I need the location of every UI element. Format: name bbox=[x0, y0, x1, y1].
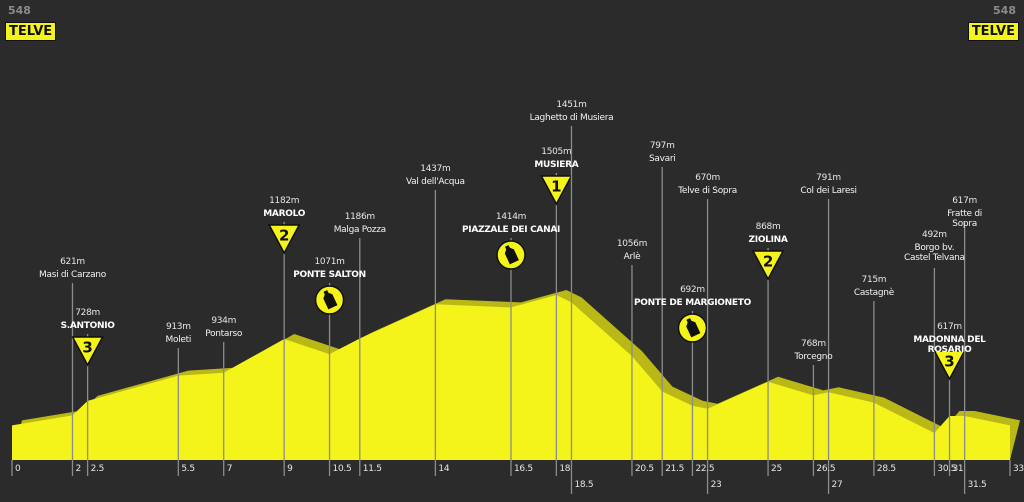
waypoint-altitude: 868m bbox=[755, 222, 781, 232]
climb-badge bbox=[933, 350, 966, 381]
x-tick-label: 18 bbox=[559, 464, 571, 474]
x-tick-label: 5.5 bbox=[181, 464, 195, 474]
waypoint-name: Val dell'Acqua bbox=[406, 177, 465, 187]
x-tick-label: 27 bbox=[831, 480, 843, 490]
feed-bottle bbox=[504, 245, 519, 265]
waypoint-name: S.ANTONIO bbox=[60, 321, 115, 331]
waypoint-name: Moleti bbox=[165, 335, 192, 345]
waypoint-altitude: 1414m bbox=[495, 212, 527, 222]
x-tick-label: 16.5 bbox=[514, 464, 533, 474]
waypoint-name: Castagnè bbox=[853, 288, 894, 298]
climb-badge bbox=[267, 224, 301, 255]
x-tick-label: 22.5 bbox=[695, 464, 715, 474]
waypoint-name: PIAZZALE DEI CANAI bbox=[461, 225, 561, 235]
climb-category: 1 bbox=[551, 178, 561, 196]
waypoint-name: ZIOLINA bbox=[748, 235, 788, 245]
climb-badge bbox=[71, 336, 104, 367]
x-tick-label: 2.5 bbox=[90, 464, 105, 474]
x-tick-label: 0 bbox=[15, 464, 21, 474]
finish-altitude: 548 bbox=[993, 4, 1016, 17]
waypoint-altitude: 913m bbox=[165, 322, 191, 332]
waypoint-altitude: 692m bbox=[680, 285, 705, 295]
climb-category: 2 bbox=[279, 227, 289, 245]
waypoint-name: Fratte di Sopra bbox=[947, 209, 982, 229]
waypoint-name: MADONNA DEL ROSARIO bbox=[913, 335, 986, 355]
x-tick-label: 11.5 bbox=[362, 464, 382, 474]
waypoint-altitude: 621m bbox=[60, 257, 85, 267]
waypoint-altitude: 1437m bbox=[420, 164, 451, 174]
x-tick-label: 2 bbox=[75, 464, 81, 474]
waypoint-name: Savari bbox=[648, 154, 676, 164]
waypoint-name: PONTE SALTON bbox=[293, 270, 366, 280]
waypoint-name: Arlè bbox=[623, 252, 641, 262]
waypoint-altitude: 1451m bbox=[556, 100, 587, 110]
waypoint-altitude: 934m bbox=[211, 316, 237, 326]
waypoint-altitude: 728m bbox=[75, 308, 100, 318]
feed-bottle bbox=[323, 290, 338, 310]
x-tick-label: 21.5 bbox=[665, 464, 685, 474]
waypoint-name: Torcegno bbox=[794, 352, 833, 362]
waypoint-name: Pontarso bbox=[205, 329, 243, 339]
finish-name: TELVE bbox=[967, 22, 1019, 41]
x-tick-label: 10.5 bbox=[332, 464, 352, 474]
waypoint-altitude: 1505m bbox=[541, 147, 572, 157]
waypoint-altitude: 1071m bbox=[314, 257, 345, 267]
waypoint-name: Col dei Laresi bbox=[800, 186, 857, 196]
waypoint-altitude: 791m bbox=[816, 173, 841, 183]
waypoint-name: Malga Pozza bbox=[333, 225, 386, 235]
waypoint-name: PONTE DE MARGIONETO bbox=[633, 298, 751, 308]
x-tick-label: 7 bbox=[226, 464, 233, 474]
x-tick-label: 26.5 bbox=[816, 464, 836, 474]
x-tick-label: 14 bbox=[438, 464, 450, 474]
waypoint-name: Borgo bv. Castel Telvana bbox=[903, 243, 965, 263]
x-tick-label: 31.5 bbox=[967, 480, 987, 490]
x-tick-label: 28.5 bbox=[876, 464, 896, 474]
x-tick-label: 20.5 bbox=[634, 464, 654, 474]
x-tick-label: 9 bbox=[287, 464, 293, 474]
climb-category: 3 bbox=[82, 339, 92, 357]
waypoint-name: Masi di Carzano bbox=[39, 270, 106, 280]
climb-badge bbox=[751, 250, 785, 281]
x-tick-label: 33 bbox=[1013, 464, 1024, 474]
waypoint-altitude: 617m bbox=[952, 196, 977, 206]
start-name: TELVE bbox=[5, 22, 57, 41]
start-altitude: 548 bbox=[8, 4, 31, 17]
x-tick-label: 23 bbox=[710, 480, 722, 490]
waypoint-altitude: 492m bbox=[922, 230, 947, 240]
waypoint-altitude: 1182m bbox=[269, 196, 300, 206]
waypoint-altitude: 670m bbox=[695, 173, 720, 183]
waypoint-altitude: 1186m bbox=[344, 212, 375, 222]
waypoint-altitude: 768m bbox=[801, 339, 826, 349]
waypoint-name: Laghetto di Musiera bbox=[529, 113, 614, 123]
waypoint-altitude: 1056m bbox=[616, 239, 648, 249]
waypoint-name: MUSIERA bbox=[534, 160, 579, 170]
x-tick-label: 18.5 bbox=[574, 480, 594, 490]
climb-category: 2 bbox=[763, 253, 773, 271]
x-tick-label: 25 bbox=[771, 464, 782, 474]
climb-category: 3 bbox=[944, 353, 954, 371]
waypoint-name: MAROLO bbox=[263, 209, 306, 219]
x-tick-label: 31 bbox=[952, 464, 964, 474]
waypoint-altitude: 715m bbox=[861, 275, 887, 285]
x-tick-label: 30.5 bbox=[937, 464, 957, 474]
waypoint-name: Telve di Sopra bbox=[678, 186, 737, 196]
waypoint-altitude: 617m bbox=[937, 322, 962, 332]
waypoint-altitude: 797m bbox=[649, 141, 675, 151]
climb-badge bbox=[540, 175, 573, 206]
feed-bottle bbox=[686, 318, 701, 338]
